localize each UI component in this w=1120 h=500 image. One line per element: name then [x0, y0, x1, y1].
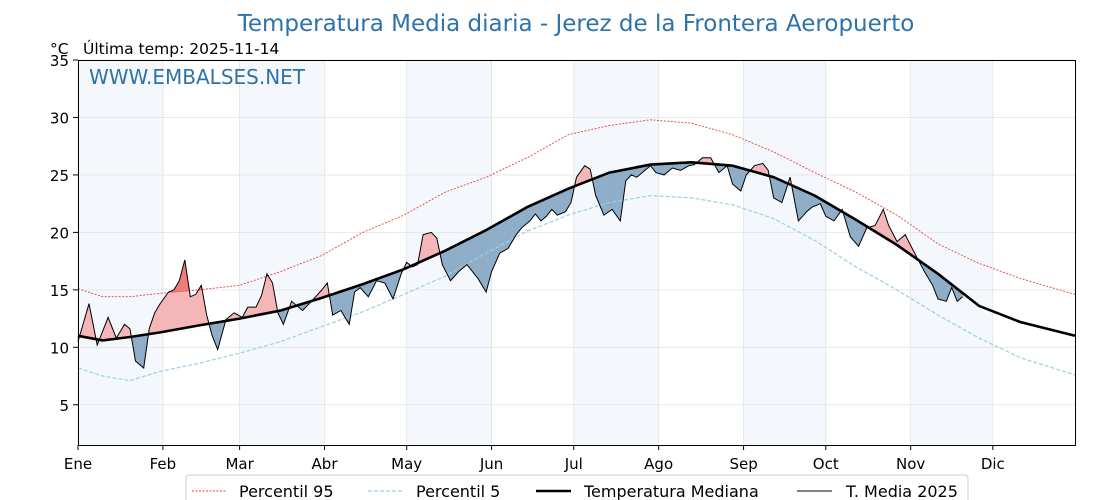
x-tick-label: Feb [150, 455, 177, 473]
x-tick-label: Dic [981, 455, 1005, 473]
x-tick-label: Ago [644, 455, 673, 473]
legend: Percentil 95 Percentil 5 Temperatura Med… [185, 474, 969, 500]
legend-label-p5: Percentil 5 [416, 482, 500, 500]
x-tick-label: May [391, 455, 422, 473]
legend-label-median: Temperatura Mediana [583, 482, 759, 500]
legend-label-p95: Percentil 95 [239, 482, 334, 500]
month-band [239, 60, 325, 445]
y-tick-label: 25 [50, 167, 69, 185]
chart-title: Temperatura Media diaria - Jerez de la F… [237, 11, 915, 37]
legend-label-current: T. Media 2025 [845, 482, 958, 500]
month-band [743, 60, 826, 445]
series-lines [77, 119, 1076, 382]
watermark: WWW.EMBALSES.NET [89, 65, 306, 89]
x-tick-label: Oct [813, 455, 839, 473]
y-tick-label: 20 [50, 224, 69, 242]
series-line-current [77, 157, 964, 369]
y-tick-label: 35 [50, 52, 69, 70]
x-tick-label: Ene [64, 455, 92, 473]
x-tick-label: Abr [312, 455, 339, 473]
last-temp-label: Última temp: 2025-11-14 [83, 39, 279, 58]
y-axis-ticks: 5 10 15 20 25 30 35 [50, 52, 78, 415]
x-tick-label: Sep [729, 455, 757, 473]
y-tick-label: 15 [50, 282, 69, 300]
month-band [910, 60, 993, 445]
legend-box [185, 474, 969, 500]
series-line-median [77, 160, 1076, 342]
plot-frame [78, 60, 1076, 446]
series-line-p95 [77, 119, 1076, 298]
y-unit-label: °C [50, 40, 69, 58]
y-tick-label: 30 [50, 109, 69, 127]
x-axis-ticks: Ene Feb Mar Abr May Jun Jul Ago Sep Oct Nov Dic [64, 445, 1005, 473]
y-tick-label: 10 [50, 339, 69, 357]
x-tick-label: Nov [896, 455, 925, 473]
month-band [78, 60, 163, 445]
x-tick-label: Jul [564, 455, 583, 473]
anomaly-fills [77, 157, 963, 369]
x-tick-label: Jun [479, 455, 503, 473]
x-tick-label: Mar [225, 455, 254, 473]
y-tick-label: 5 [59, 397, 69, 415]
